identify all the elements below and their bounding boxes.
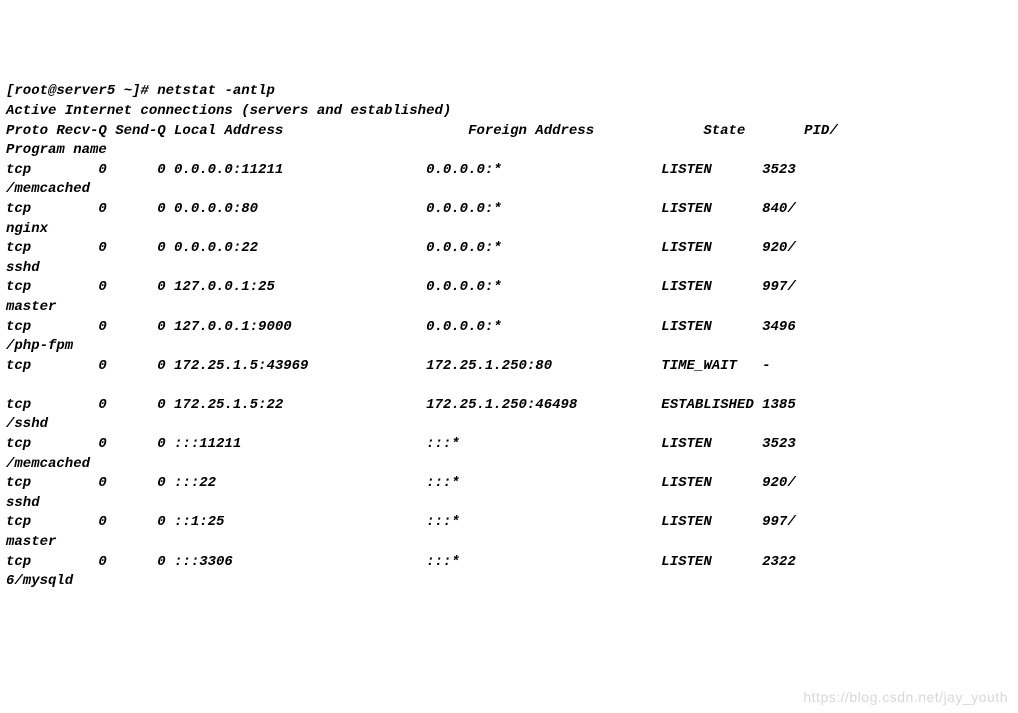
header-wrap: Program name	[6, 142, 107, 158]
terminal-output: [root@server5 ~]# netstat -antlp Active …	[6, 82, 1012, 591]
watermark: https://blog.csdn.net/jay_youth	[803, 688, 1008, 708]
section-title: Active Internet connections (servers and…	[6, 103, 451, 119]
header-line: Proto Recv-Q Send-Q Local Address Foreig…	[6, 123, 838, 139]
command: netstat -antlp	[157, 83, 275, 99]
netstat-rows: tcp 0 0 0.0.0.0:11211 0.0.0.0:* LISTEN 3…	[6, 162, 796, 589]
shell-prompt: [root@server5 ~]#	[6, 83, 157, 99]
